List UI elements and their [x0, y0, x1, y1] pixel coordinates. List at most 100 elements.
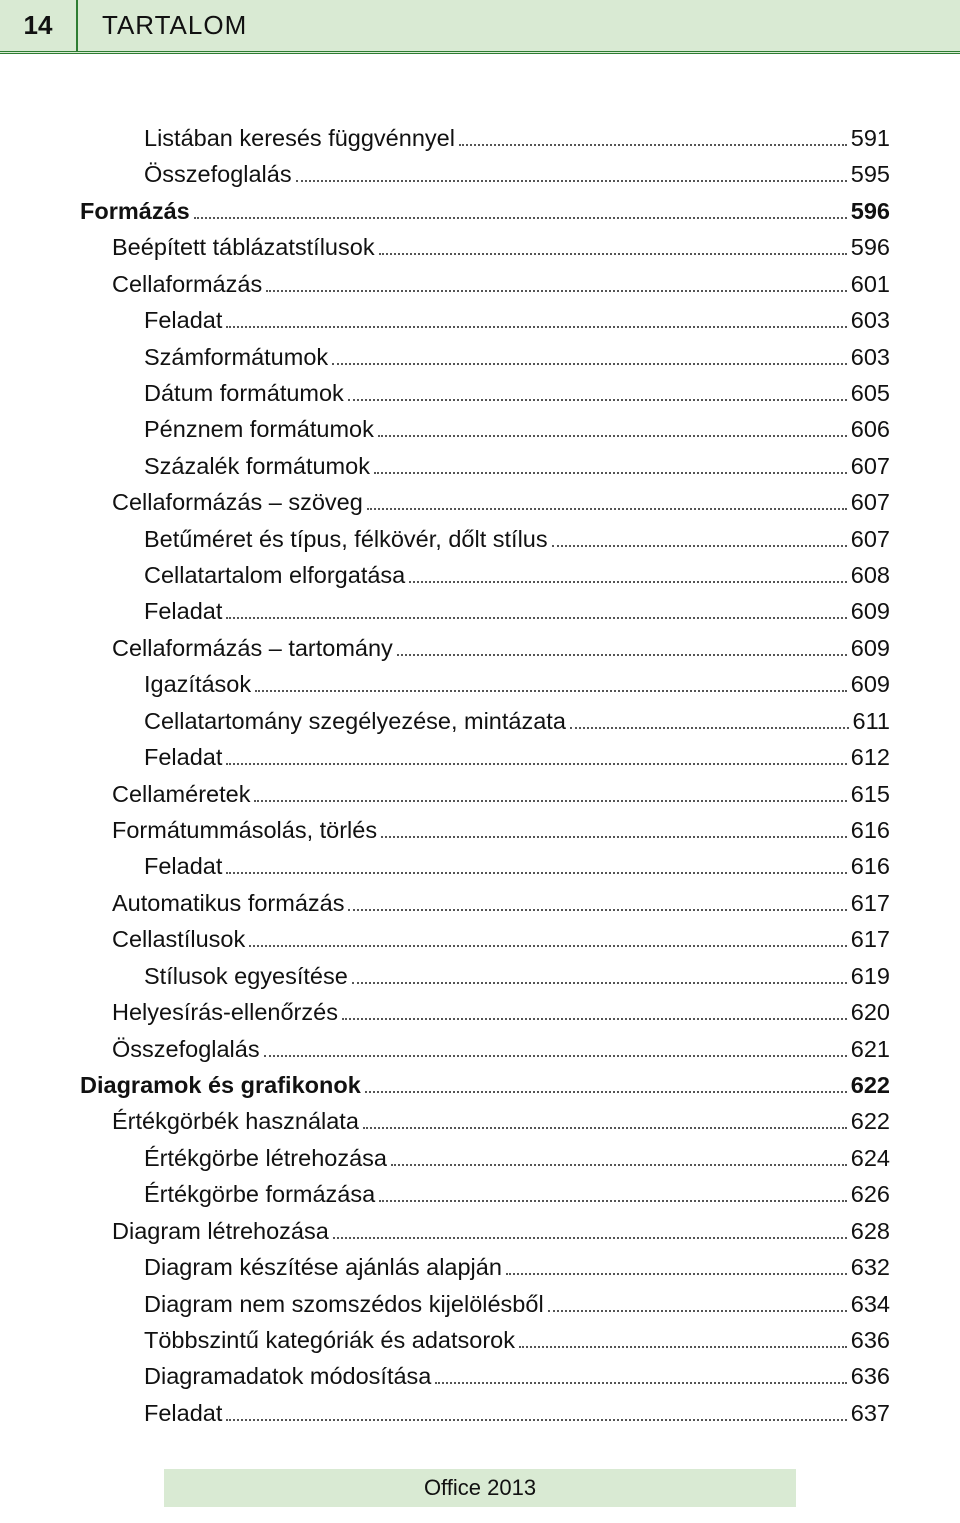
toc-leader-dots: [374, 457, 847, 473]
toc-page-number: 621: [851, 1031, 890, 1067]
toc-label: Formázás: [80, 193, 190, 229]
toc-page-number: 601: [851, 266, 890, 302]
toc-page-number: 616: [851, 848, 890, 884]
toc-leader-dots: [226, 858, 846, 874]
toc-page-number: 637: [851, 1395, 890, 1431]
toc-leader-dots: [379, 1186, 847, 1202]
toc-label: Cellaformázás: [112, 266, 262, 302]
toc-label: Cellaformázás – szöveg: [112, 484, 363, 520]
toc-entry: Cellatartalom elforgatása608: [80, 557, 890, 593]
toc-entry: Dátum formátumok 605: [80, 375, 890, 411]
toc-label: Összefoglalás: [112, 1031, 260, 1067]
toc-leader-dots: [391, 1149, 847, 1165]
toc-leader-dots: [266, 275, 847, 291]
toc-entry: Beépített táblázatstílusok596: [80, 229, 890, 265]
toc-leader-dots: [348, 385, 847, 401]
toc-page-number: 628: [851, 1213, 890, 1249]
toc-leader-dots: [352, 967, 847, 983]
toc-leader-dots: [459, 130, 847, 146]
toc-entry: Listában keresés függvénnyel591: [80, 120, 890, 156]
toc-entry: Helyesírás-ellenőrzés620: [80, 994, 890, 1030]
toc-page-number: 603: [851, 339, 890, 375]
toc-leader-dots: [296, 166, 847, 182]
toc-label: Dátum formátumok: [144, 375, 344, 411]
spacer: [80, 94, 890, 120]
toc-page-number: 607: [851, 521, 890, 557]
toc-label: Betűméret és típus, félkövér, dőlt stílu…: [144, 521, 548, 557]
toc-label: Százalék formátumok: [144, 448, 370, 484]
toc-leader-dots: [332, 348, 847, 364]
toc-leader-dots: [226, 312, 846, 328]
toc-label: Értékgörbék használata: [112, 1103, 359, 1139]
toc-label: Cellastílusok: [112, 921, 245, 957]
toc-entry: Pénznem formátumok 606: [80, 411, 890, 447]
toc-entry: Diagram készítése ajánlás alapján632: [80, 1249, 890, 1285]
toc-leader-dots: [409, 567, 847, 583]
toc-leader-dots: [570, 712, 849, 728]
toc-entry: Diagram nem szomszédos kijelölésből634: [80, 1286, 890, 1322]
toc-page-number: 607: [851, 484, 890, 520]
toc-label: Feladat: [144, 848, 222, 884]
toc-entry: Cellastílusok617: [80, 921, 890, 957]
toc-page-number: 636: [851, 1322, 890, 1358]
toc-label: Számformátumok: [144, 339, 328, 375]
page-footer: Office 2013: [0, 1469, 960, 1507]
toc-page-number: 617: [851, 885, 890, 921]
toc-leader-dots: [255, 676, 847, 692]
toc-label: Diagramok és grafikonok: [80, 1067, 361, 1103]
toc-label: Diagramadatok módosítása: [144, 1358, 431, 1394]
toc-label: Feladat: [144, 593, 222, 629]
toc-entry: Értékgörbék használata622: [80, 1103, 890, 1139]
toc-label: Diagram nem szomszédos kijelölésből: [144, 1286, 544, 1322]
toc-entry: Formázás 596: [80, 193, 890, 229]
toc-label: Értékgörbe létrehozása: [144, 1140, 387, 1176]
toc-leader-dots: [367, 494, 847, 510]
toc-leader-dots: [378, 421, 847, 437]
toc-entry: Cellaformázás – szöveg 607: [80, 484, 890, 520]
toc-label: Igazítások: [144, 666, 251, 702]
toc-entry: Cellaformázás – tartomány609: [80, 630, 890, 666]
toc-page-number: 607: [851, 448, 890, 484]
toc-label: Cellatartomány szegélyezése, mintázata: [144, 703, 566, 739]
toc-entry: Feladat637: [80, 1395, 890, 1431]
toc-page-number: 609: [851, 630, 890, 666]
toc-leader-dots: [333, 1222, 847, 1238]
toc-label: Stílusok egyesítése: [144, 958, 348, 994]
toc-label: Értékgörbe formázása: [144, 1176, 375, 1212]
toc-entry: Értékgörbe formázása 626: [80, 1176, 890, 1212]
toc-entry: Feladat612: [80, 739, 890, 775]
toc-entry: Igazítások 609: [80, 666, 890, 702]
toc-entry: Formátummásolás, törlés616: [80, 812, 890, 848]
toc-leader-dots: [226, 749, 846, 765]
footer-text: Office 2013: [164, 1469, 796, 1507]
toc-label: Diagram készítése ajánlás alapján: [144, 1249, 502, 1285]
toc-entry: Cellaméretek615: [80, 776, 890, 812]
toc-entry: Többszintű kategóriák és adatsorok636: [80, 1322, 890, 1358]
toc-label: Pénznem formátumok: [144, 411, 374, 447]
page-number: 14: [0, 0, 78, 51]
toc-label: Feladat: [144, 739, 222, 775]
toc-label: Összefoglalás: [144, 156, 292, 192]
toc-page-number: 606: [851, 411, 890, 447]
toc-page-number: 622: [851, 1067, 890, 1103]
toc-entry: Diagram létrehozása628: [80, 1213, 890, 1249]
toc-page-number: 615: [851, 776, 890, 812]
toc-entry: Összefoglalás595: [80, 156, 890, 192]
toc-label: Listában keresés függvénnyel: [144, 120, 455, 156]
toc-entry: Feladat603: [80, 302, 890, 338]
toc-leader-dots: [226, 603, 846, 619]
toc-leader-dots: [249, 931, 847, 947]
toc-leader-dots: [365, 1077, 847, 1093]
toc-entry: Százalék formátumok 607: [80, 448, 890, 484]
toc-label: Automatikus formázás: [112, 885, 344, 921]
toc-entry: Cellaformázás 601: [80, 266, 890, 302]
toc-leader-dots: [548, 1295, 847, 1311]
toc-page-number: 596: [851, 193, 890, 229]
toc-page-number: 620: [851, 994, 890, 1030]
toc-page-number: 605: [851, 375, 890, 411]
toc-leader-dots: [381, 822, 847, 838]
toc-page-number: 626: [851, 1176, 890, 1212]
toc-page-number: 616: [851, 812, 890, 848]
header-title: TARTALOM: [78, 0, 960, 51]
toc-page-number: 609: [851, 666, 890, 702]
